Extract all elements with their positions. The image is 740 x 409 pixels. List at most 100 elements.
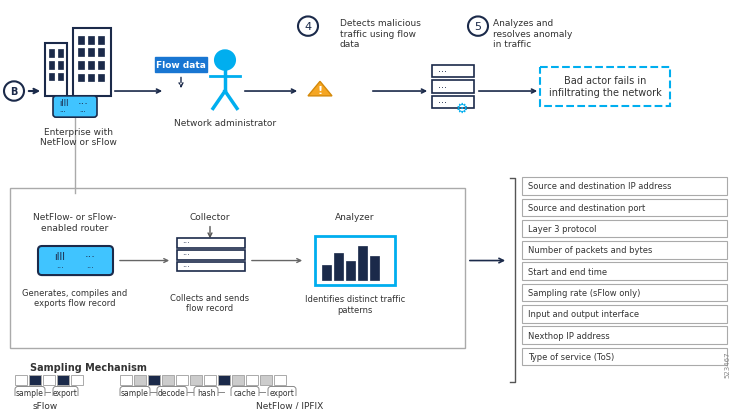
Text: Layer 3 protocol: Layer 3 protocol	[528, 225, 596, 234]
Text: Nexthop IP address: Nexthop IP address	[528, 331, 610, 340]
Text: Analyzes and
resolves anomaly
in traffic: Analyzes and resolves anomaly in traffic	[493, 19, 572, 49]
FancyBboxPatch shape	[522, 242, 727, 259]
Text: !: !	[317, 86, 323, 96]
FancyBboxPatch shape	[231, 387, 259, 398]
FancyBboxPatch shape	[190, 375, 202, 384]
FancyBboxPatch shape	[218, 375, 230, 384]
FancyBboxPatch shape	[78, 74, 84, 82]
FancyBboxPatch shape	[15, 387, 45, 398]
FancyBboxPatch shape	[71, 375, 83, 384]
FancyBboxPatch shape	[194, 387, 218, 398]
FancyBboxPatch shape	[177, 239, 245, 248]
FancyBboxPatch shape	[98, 49, 104, 57]
Text: hash: hash	[197, 388, 215, 397]
FancyBboxPatch shape	[98, 62, 104, 70]
Text: ···: ···	[182, 262, 190, 271]
Circle shape	[468, 18, 488, 37]
Text: ···: ···	[60, 109, 67, 115]
Text: B: B	[10, 87, 18, 97]
Text: Network administrator: Network administrator	[174, 119, 276, 128]
FancyBboxPatch shape	[148, 375, 160, 384]
Text: ···: ···	[438, 83, 447, 92]
Text: Enterprise with
NetFlow or sFlow: Enterprise with NetFlow or sFlow	[39, 128, 116, 147]
FancyBboxPatch shape	[58, 74, 63, 81]
Text: Flow data: Flow data	[156, 61, 206, 70]
FancyBboxPatch shape	[522, 327, 727, 344]
FancyBboxPatch shape	[268, 387, 296, 398]
FancyBboxPatch shape	[49, 62, 54, 70]
FancyBboxPatch shape	[322, 266, 331, 280]
FancyBboxPatch shape	[274, 375, 286, 384]
Polygon shape	[308, 82, 332, 97]
FancyBboxPatch shape	[78, 62, 84, 70]
FancyBboxPatch shape	[522, 306, 727, 323]
FancyBboxPatch shape	[53, 387, 78, 398]
FancyBboxPatch shape	[78, 49, 84, 57]
Text: export: export	[269, 388, 295, 397]
FancyBboxPatch shape	[522, 178, 727, 195]
FancyBboxPatch shape	[98, 37, 104, 45]
FancyBboxPatch shape	[120, 375, 132, 384]
Text: Source and destination port: Source and destination port	[528, 203, 645, 212]
Circle shape	[215, 51, 235, 70]
FancyBboxPatch shape	[522, 220, 727, 238]
Text: sFlow: sFlow	[33, 401, 58, 409]
Text: Input and output interface: Input and output interface	[528, 310, 639, 319]
FancyBboxPatch shape	[260, 375, 272, 384]
Text: ···: ···	[84, 251, 95, 261]
FancyBboxPatch shape	[15, 375, 27, 384]
FancyBboxPatch shape	[57, 375, 69, 384]
Text: Bad actor fails in
infiltrating the network: Bad actor fails in infiltrating the netw…	[548, 76, 662, 98]
Text: ···: ···	[438, 67, 447, 77]
FancyBboxPatch shape	[58, 50, 63, 58]
Text: decode: decode	[158, 388, 186, 397]
FancyBboxPatch shape	[315, 237, 395, 285]
Text: ···: ···	[182, 251, 190, 260]
FancyBboxPatch shape	[49, 74, 54, 81]
FancyBboxPatch shape	[176, 375, 188, 384]
Text: ···: ···	[78, 99, 89, 108]
FancyBboxPatch shape	[29, 375, 41, 384]
Text: Sampling rate (sFlow only): Sampling rate (sFlow only)	[528, 288, 640, 297]
Text: Analyzer: Analyzer	[335, 213, 374, 222]
FancyBboxPatch shape	[522, 199, 727, 216]
FancyBboxPatch shape	[162, 375, 174, 384]
Text: NetFlow- or sFlow-
enabled router: NetFlow- or sFlow- enabled router	[33, 213, 117, 232]
FancyBboxPatch shape	[177, 250, 245, 260]
Text: ···: ···	[86, 263, 94, 272]
FancyBboxPatch shape	[246, 375, 258, 384]
Circle shape	[298, 18, 318, 37]
Circle shape	[4, 82, 24, 101]
FancyBboxPatch shape	[98, 74, 104, 82]
FancyBboxPatch shape	[346, 261, 355, 280]
Text: ···: ···	[182, 239, 190, 248]
Text: Detects malicious
traffic using flow
data: Detects malicious traffic using flow dat…	[340, 19, 421, 49]
FancyBboxPatch shape	[88, 49, 94, 57]
Text: ılll: ılll	[55, 251, 66, 261]
FancyBboxPatch shape	[155, 58, 207, 72]
Text: 523467: 523467	[724, 350, 730, 377]
FancyBboxPatch shape	[53, 97, 97, 118]
Text: ···: ···	[56, 263, 64, 272]
FancyBboxPatch shape	[334, 253, 343, 280]
Text: Generates, compiles and
exports flow record: Generates, compiles and exports flow rec…	[22, 288, 127, 307]
Text: Source and destination IP address: Source and destination IP address	[528, 182, 671, 191]
Text: Sampling Mechanism: Sampling Mechanism	[30, 362, 147, 372]
FancyBboxPatch shape	[58, 62, 63, 70]
Text: ···: ···	[438, 98, 447, 108]
Text: Type of service (ToS): Type of service (ToS)	[528, 352, 614, 361]
Text: 4: 4	[304, 22, 312, 32]
FancyBboxPatch shape	[432, 81, 474, 94]
FancyBboxPatch shape	[177, 262, 245, 272]
FancyBboxPatch shape	[540, 67, 670, 106]
FancyBboxPatch shape	[88, 74, 94, 82]
Text: ılll: ılll	[59, 99, 69, 108]
FancyBboxPatch shape	[134, 375, 146, 384]
Text: sample: sample	[121, 388, 149, 397]
FancyBboxPatch shape	[432, 97, 474, 109]
FancyBboxPatch shape	[45, 43, 67, 97]
FancyBboxPatch shape	[522, 284, 727, 301]
FancyBboxPatch shape	[120, 387, 150, 398]
Text: sample: sample	[16, 388, 44, 397]
Text: ···: ···	[80, 109, 87, 115]
